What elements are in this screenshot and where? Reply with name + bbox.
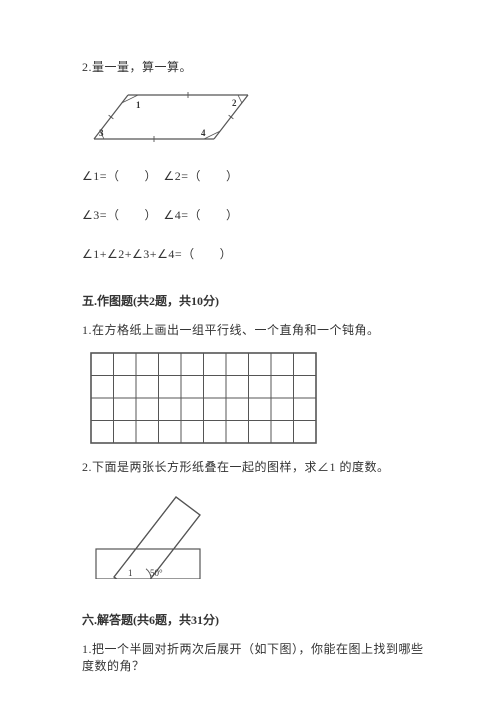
section6-q1-text: 1.把一个半圆对折两次后展开（如下图），你能在图上找到哪些度数的角？ [82,640,428,674]
q2-title: 2.量一量，算一算。 [82,58,428,75]
section5-q1-text: 1.在方格纸上画出一组平行线、一个直角和一个钝角。 [82,321,428,338]
svg-text:4: 4 [201,128,206,138]
svg-text:50°: 50° [150,568,163,578]
section5-header: 五.作图题(共2题，共10分) [82,292,428,309]
svg-text:2: 2 [232,98,237,108]
overlap-figure: 1 50° [88,489,428,589]
svg-text:3: 3 [99,128,104,138]
parallelogram-figure: 1 2 3 4 [88,89,428,153]
section5-q2-text: 2.下面是两张长方形纸叠在一起的图样，求∠1 的度数。 [82,458,428,475]
svg-text:1: 1 [136,100,141,110]
q2-angles-sum: ∠1+∠2+∠3+∠4=（ ） [82,245,428,262]
section6-header: 六.解答题(共6题，共31分) [82,611,428,628]
q2-angles-line1: ∠1=（ ） ∠2=（ ） [82,167,428,184]
drawing-grid [90,352,428,444]
q2-angles-line2: ∠3=（ ） ∠4=（ ） [82,206,428,223]
svg-text:1: 1 [128,568,133,578]
